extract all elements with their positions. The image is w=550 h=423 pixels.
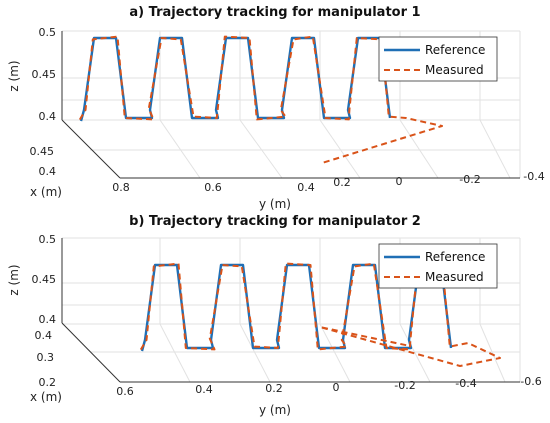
z-tick-label: 0.45 xyxy=(32,68,57,81)
grid-line xyxy=(159,119,201,179)
legend-a: Reference Measured xyxy=(378,36,498,82)
x-axis-b xyxy=(61,322,121,383)
grid-line xyxy=(479,119,511,179)
x-tick-label: 0.45 xyxy=(30,145,55,158)
y-tick-label: 0.4 xyxy=(195,383,213,396)
z-axis-label-a: z (m) xyxy=(7,60,21,91)
z-tick-label: 0.4 xyxy=(39,313,57,326)
z-tick-label: 0.4 xyxy=(39,110,57,123)
legend-label-measured: Measured xyxy=(425,63,484,77)
y-tick-label: -0.4 xyxy=(455,377,476,390)
x-tick-label: 0.4 xyxy=(35,329,53,342)
legend-label-reference: Reference xyxy=(425,250,485,264)
legend-box-a xyxy=(378,36,498,82)
chart-title-a: a) Trajectory tracking for manipulator 1 xyxy=(129,5,420,20)
y-tick-label: 0.8 xyxy=(112,181,130,194)
grid-line xyxy=(319,323,351,383)
z-axis-label-b: z (m) xyxy=(7,264,21,295)
grid-line xyxy=(159,323,191,383)
legend-label-reference: Reference xyxy=(425,43,485,57)
legend-b: Reference Measured xyxy=(378,243,498,289)
x-axis-label-a: x (m) xyxy=(30,185,62,199)
chart-title-b: b) Trajectory tracking for manipulator 2 xyxy=(129,214,421,229)
series-measured-a xyxy=(78,35,443,164)
y-tick-label: -0.2 xyxy=(459,173,480,186)
legend-label-measured: Measured xyxy=(425,270,484,284)
y-tick-label: 0.2 xyxy=(265,382,283,395)
panel-a: a) Trajectory tracking for manipulator 1… xyxy=(7,5,545,211)
grid-line xyxy=(479,323,506,383)
x-tick-label: 0.3 xyxy=(37,351,55,364)
x-tick-label: 0.2 xyxy=(39,376,57,389)
y-tick-label: 0.4 xyxy=(297,181,315,194)
grid-line xyxy=(239,323,271,383)
series-measured-b xyxy=(139,262,501,367)
y-tick-label: -0.2 xyxy=(394,379,415,392)
y-tick-label: 0 xyxy=(333,381,340,394)
y-tick-label: -0.6 xyxy=(520,375,541,388)
legend-box-b xyxy=(378,243,498,289)
y-tick-label: 0.2 xyxy=(333,176,351,189)
y-tick-label: 0 xyxy=(396,175,403,188)
x-axis-a xyxy=(61,119,121,179)
grid-line xyxy=(399,323,431,383)
grid-line xyxy=(399,119,439,179)
grid-line xyxy=(319,119,361,179)
y-tick-label: 0.6 xyxy=(116,385,134,398)
y-tick-label: -0.4 xyxy=(523,170,544,183)
grid-a xyxy=(62,30,521,179)
z-tick-label: 0.5 xyxy=(39,233,57,246)
series-reference-a xyxy=(79,36,392,122)
x-tick-label: 0.4 xyxy=(39,165,57,178)
y-tick-label: 0.6 xyxy=(204,181,222,194)
panel-b: b) Trajectory tracking for manipulator 2… xyxy=(7,214,542,417)
y-axis-label-a: y (m) xyxy=(259,197,291,211)
grid-line xyxy=(239,119,283,179)
z-tick-label: 0.5 xyxy=(39,26,57,39)
z-tick-label: 0.45 xyxy=(32,273,57,286)
x-axis-label-b: x (m) xyxy=(30,390,62,404)
y-axis-label-b: y (m) xyxy=(259,403,291,417)
